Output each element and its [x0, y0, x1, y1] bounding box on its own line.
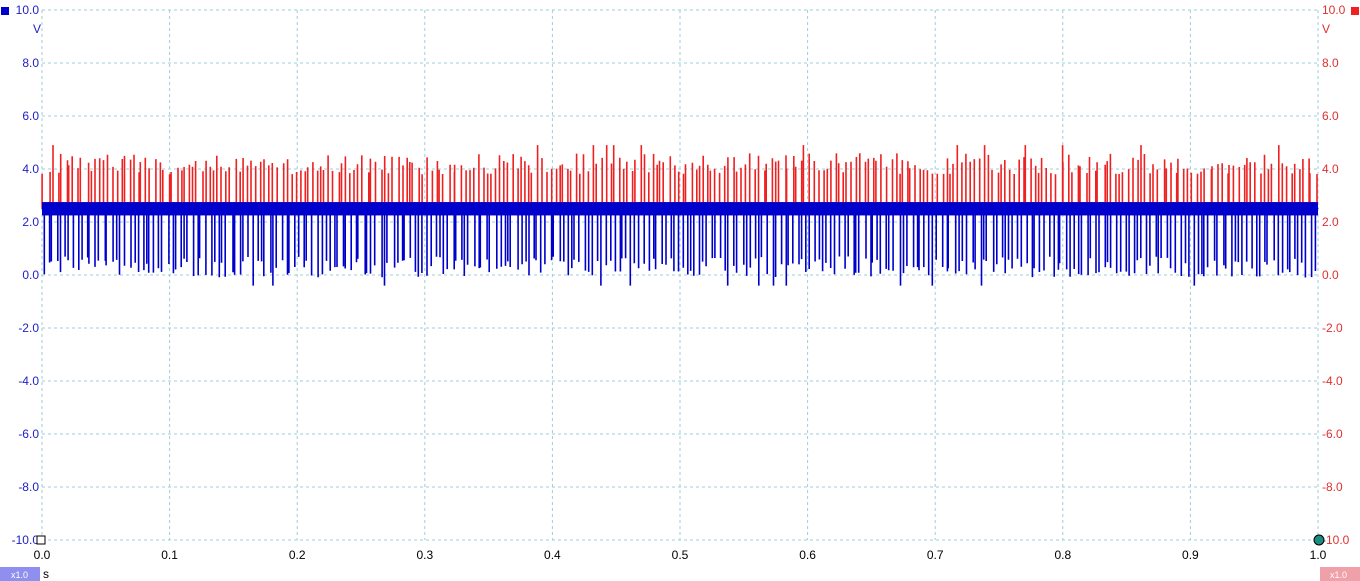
grid	[41, 9, 1319, 541]
left-axis-tick-label: 0.0	[22, 268, 39, 282]
right-axis-tick-label: 6.0	[1322, 109, 1339, 123]
left-axis-tick-label: -6.0	[18, 427, 39, 441]
left-zoom-label: x1.0	[11, 570, 28, 580]
right-axis-unit: V	[1322, 22, 1330, 36]
right-axis-tick-label: 8.0	[1322, 56, 1339, 70]
x-axis-unit: s	[43, 567, 49, 581]
right-axis-tick-label: -6.0	[1322, 427, 1343, 441]
right-axis-tick-label: 2.0	[1322, 215, 1339, 229]
left-axis-ticks: 10.0 8.0 6.0 4.0 2.0 0.0 -2.0 -4.0 -6.0 -8.0 -10.0	[12, 3, 40, 547]
x-axis-tick-label: 1.0	[1310, 548, 1327, 562]
left-axis-tick-label: -10.0	[12, 533, 40, 547]
x-axis-tick-label: 0.9	[1182, 548, 1199, 562]
x-axis-tick-label: 0.8	[1054, 548, 1071, 562]
left-axis-tick-label: 4.0	[22, 162, 39, 176]
red-square-icon	[1351, 7, 1359, 15]
right-axis-tick-label: -10.0	[1322, 533, 1350, 547]
right-zoom-badge[interactable]	[1320, 567, 1360, 581]
ruler-square-icon[interactable]	[36, 535, 46, 545]
x-axis-tick-label: 0.6	[799, 548, 816, 562]
ruler-circle-icon[interactable]	[1313, 534, 1325, 546]
right-axis-tick-label: -4.0	[1322, 374, 1343, 388]
left-zoom-badge[interactable]	[0, 567, 40, 581]
left-axis-tick-label: -2.0	[18, 321, 39, 335]
right-axis-tick-label: 0.0	[1322, 268, 1339, 282]
x-axis-ticks: 0.0 0.1 0.2 0.3 0.4 0.5 0.6 0.7 0.8 0.9 1.0	[34, 548, 1327, 562]
x-axis-tick-label: 0.3	[416, 548, 433, 562]
left-axis-tick-label: -8.0	[18, 480, 39, 494]
left-axis-tick-label: 10.0	[16, 3, 40, 17]
right-axis-tick-label: -2.0	[1322, 321, 1343, 335]
blue-square-icon	[1, 7, 9, 15]
x-axis-tick-label: 0.0	[34, 548, 51, 562]
x-axis-tick-label: 0.4	[544, 548, 561, 562]
left-axis-tick-label: 6.0	[22, 109, 39, 123]
series-baseline-band	[42, 202, 1318, 216]
x-axis-tick-label: 0.2	[289, 548, 306, 562]
right-zoom-label: x1.0	[1330, 570, 1347, 580]
right-axis-tick-label: 10.0	[1322, 3, 1346, 17]
left-axis-tick-label: -4.0	[18, 374, 39, 388]
right-axis-tick-label: -8.0	[1322, 480, 1343, 494]
left-axis-unit: V	[33, 22, 41, 36]
x-axis-tick-label: 0.1	[161, 548, 178, 562]
right-axis-ticks: 10.0 8.0 6.0 4.0 2.0 0.0 -2.0 -4.0 -6.0 -8.0 -10.0	[1322, 3, 1350, 547]
left-axis-tick-label: 2.0	[22, 215, 39, 229]
right-axis-tick-label: 4.0	[1322, 162, 1339, 176]
left-axis-tick-label: 8.0	[22, 56, 39, 70]
series-left-channel	[41, 202, 1319, 286]
x-axis-tick-label: 0.5	[672, 548, 689, 562]
x-axis-tick-label: 0.7	[927, 548, 944, 562]
